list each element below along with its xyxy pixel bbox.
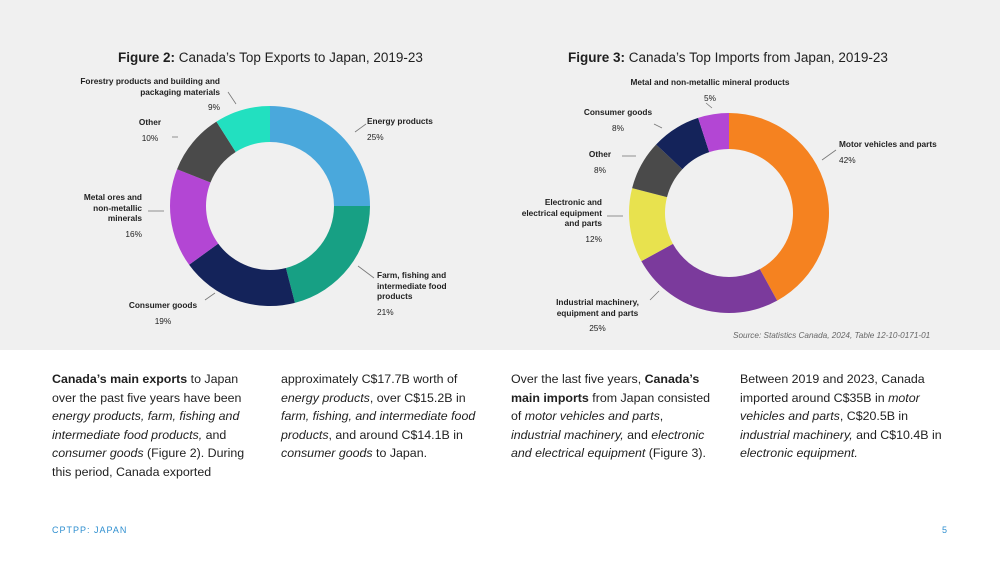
exports-label-energy: Energy products 25% [367,116,433,142]
imports-label-other-pct: 8% [594,164,606,175]
col3-segment: Canada’s main imports [511,372,700,405]
imports-slice-0 [729,113,829,301]
imports-label-machinery: Industrial machinery, equipment and part… [550,297,645,334]
col3-segment: motor vehicles and parts [524,409,660,424]
imports-slice-2 [628,188,673,262]
col4-segment: , C$20.5B in [839,409,909,424]
imports-label-consumer: Consumer goods 8% [580,107,656,133]
imports-label-metal: Metal and non-metallic mineral products 5… [620,77,800,103]
imports-label-consumer-name: Consumer goods [583,107,653,117]
exports-label-farm-pct: 21% [377,306,394,317]
leader-line-11 [705,102,713,109]
imports-label-metal-name: Metal and non-metallic mineral products [630,77,790,87]
col2-segment: , and around C$14.1B in [328,427,463,442]
exports-label-consumer: Consumer goods 19% [128,300,198,326]
exports-label-energy-name: Energy products [367,116,433,126]
page-number: 5 [942,525,948,535]
imports-label-machinery-pct: 25% [589,323,606,333]
exports-slice-2 [189,243,295,306]
col1-segment: consumer goods [52,446,144,461]
exports-label-other-name: Other [138,117,162,127]
col4-segment: and C$10.4B in [852,427,942,442]
leader-line-5 [227,91,237,105]
leader-line-10 [653,123,663,129]
exports-label-forestry-name: Forestry products and building and packa… [80,76,220,97]
leader-line-0 [354,123,367,133]
col2-segment: to Japan. [372,446,428,461]
figure-3-number: Figure 3: [568,50,626,65]
col2-segment: farm, fishing, and intermediate food pro… [281,409,476,442]
imports-label-electronic-pct: 12% [585,233,602,244]
figure-2-title-text: Canada’s Top Exports to Japan, 2019-23 [175,50,423,65]
exports-label-metal-pct: 16% [125,228,142,239]
exports-slice-3 [170,169,219,265]
figure-2-number: Figure 2: [118,50,176,65]
col2-segment: , over C$15.2B in [369,390,466,405]
exports-label-forestry: Forestry products and building and packa… [80,76,220,113]
leader-line-1 [357,265,375,279]
col3-segment: Over the last five years, [511,372,645,386]
figure-3-title-text: Canada’s Top Imports from Japan, 2019-23 [625,50,888,65]
col3-segment: from Japan consisted of [511,390,711,424]
imports-label-consumer-pct: 8% [612,122,624,133]
exports-slice-1 [285,206,370,303]
imports-slice-1 [641,243,778,313]
imports-label-motor: Motor vehicles and parts 42% [839,139,937,165]
col3-segment: electronic and electrical equipment [511,427,705,461]
leader-line-2 [204,292,216,301]
col2-segment: consumer goods [281,446,373,461]
exports-label-metal-name: Metal ores and non-metallic minerals [83,192,142,223]
col1-segment: to Japan over the past five years have b… [52,372,242,405]
imports-label-metal-pct: 5% [704,92,716,103]
text-column-4: Between 2019 and 2023, Canada imported a… [740,370,950,463]
exports-slice-5 [216,106,270,152]
col1-segment: (Figure 2). During this period, Canada e… [52,446,245,479]
col4-segment: motor vehicles and parts [740,390,920,424]
imports-label-other-name: Other [588,149,612,159]
text-column-3: Over the last five years, Canada’s main … [511,370,711,463]
imports-label-motor-name: Motor vehicles and parts [839,139,937,149]
figure-3-title: Figure 3: Canada’s Top Imports from Japa… [568,50,888,65]
exports-slice-4 [177,121,236,183]
imports-label-electronic: Electronic and electrical equipment and … [512,197,602,244]
donut-charts [148,91,837,313]
col1-segment: energy products, farm, fishing and inter… [52,409,240,442]
col3-segment: and [623,427,652,442]
imports-label-motor-pct: 42% [839,154,856,165]
exports-label-farm-name: Farm, fishing and intermediate food prod… [377,270,447,301]
text-column-1: Canada’s main exports to Japan over the … [52,370,252,482]
col2-segment: approximately C$17.7B worth of [281,372,458,386]
imports-slice-4 [656,117,710,170]
figures-panel: Figure 2: Canada’s Top Exports to Japan,… [0,0,1000,350]
imports-slice-3 [632,144,683,198]
exports-label-forestry-pct: 9% [208,102,220,112]
col1-segment: and [202,427,227,442]
footer-section-title: CPTPP: JAPAN [52,525,128,535]
imports-label-other: Other 8% [585,149,615,175]
leader-line-7 [649,290,660,301]
leader-line-6 [821,149,837,161]
exports-label-farm: Farm, fishing and intermediate food prod… [377,270,457,317]
exports-slice-0 [270,106,370,206]
exports-label-consumer-name: Consumer goods [128,300,198,310]
imports-label-electronic-name: Electronic and electrical equipment and … [521,197,602,228]
col1-segment: Canada’s main exports [52,372,188,386]
figure-2-title: Figure 2: Canada’s Top Exports to Japan,… [118,50,423,65]
source-note: Source: Statistics Canada, 2024, Table 1… [733,331,931,340]
exports-label-energy-pct: 25% [367,131,384,142]
col4-segment: electronic equipment. [740,446,858,461]
exports-label-other-pct: 10% [141,132,159,143]
exports-label-metal: Metal ores and non-metallic minerals 16% [72,192,142,239]
col4-segment: Between 2019 and 2023, Canada imported a… [740,372,925,405]
exports-label-consumer-pct: 19% [154,315,172,326]
text-column-2: approximately C$17.7B worth of energy pr… [281,370,491,463]
imports-slice-5 [698,113,729,153]
imports-label-machinery-name: Industrial machinery, equipment and part… [556,297,639,318]
col3-segment: , [659,409,664,424]
col3-segment: industrial machinery, [511,427,624,442]
exports-label-other: Other 10% [130,117,170,143]
col4-segment: industrial machinery, [740,427,853,442]
col3-segment: (Figure 3). [645,446,706,461]
col2-segment: energy products [281,390,370,405]
